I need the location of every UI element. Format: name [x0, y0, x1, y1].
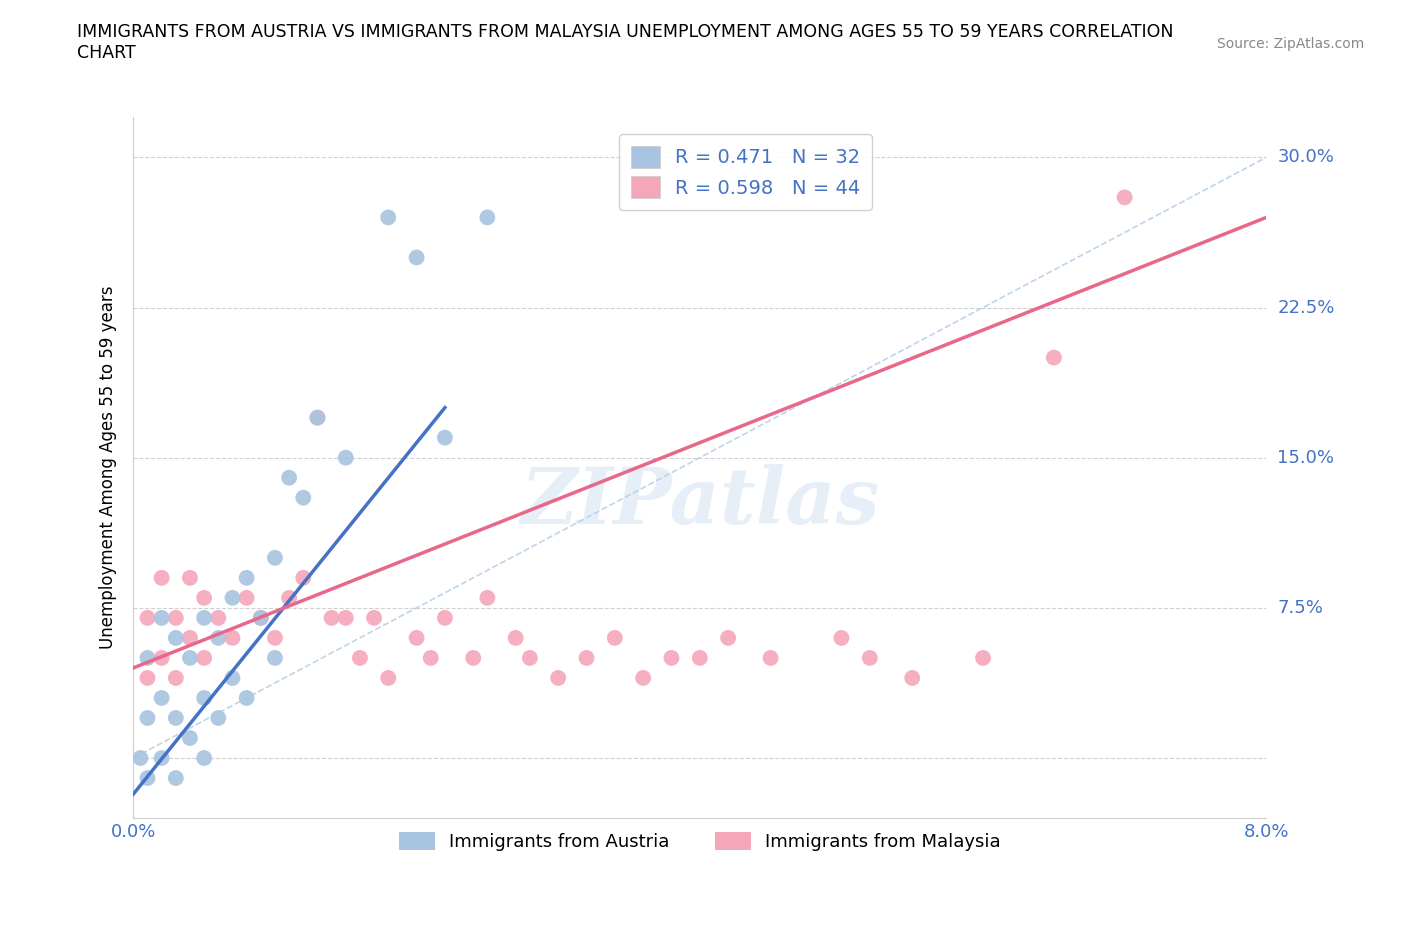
Point	[603, 631, 626, 645]
Point	[150, 690, 173, 705]
Point	[321, 610, 343, 625]
Point	[463, 650, 485, 665]
Point	[505, 631, 527, 645]
Text: IMMIGRANTS FROM AUSTRIA VS IMMIGRANTS FROM MALAYSIA UNEMPLOYMENT AMONG AGES 55 T: IMMIGRANTS FROM AUSTRIA VS IMMIGRANTS FR…	[77, 23, 1174, 62]
Point	[150, 610, 173, 625]
Point	[405, 631, 427, 645]
Point	[631, 671, 654, 685]
Point	[477, 591, 499, 605]
Point	[165, 610, 187, 625]
Point	[136, 650, 159, 665]
Point	[193, 751, 215, 765]
Point	[235, 570, 257, 585]
Point	[193, 591, 215, 605]
Point	[165, 671, 187, 685]
Point	[235, 591, 257, 605]
Point	[278, 471, 301, 485]
Point	[377, 671, 399, 685]
Point	[830, 631, 852, 645]
Point	[136, 771, 159, 786]
Point	[859, 650, 882, 665]
Point	[235, 690, 257, 705]
Point	[179, 570, 201, 585]
Point	[136, 711, 159, 725]
Point	[179, 731, 201, 746]
Point	[363, 610, 385, 625]
Point	[150, 570, 173, 585]
Point	[901, 671, 924, 685]
Point	[193, 650, 215, 665]
Point	[150, 650, 173, 665]
Point	[207, 610, 229, 625]
Point	[1043, 350, 1066, 365]
Point	[249, 610, 271, 625]
Point	[307, 410, 329, 425]
Point	[547, 671, 569, 685]
Point	[165, 711, 187, 725]
Point	[150, 751, 173, 765]
Point	[179, 631, 201, 645]
Point	[349, 650, 371, 665]
Point	[419, 650, 441, 665]
Point	[193, 610, 215, 625]
Point	[335, 450, 357, 465]
Point	[689, 650, 711, 665]
Point	[377, 210, 399, 225]
Point	[1114, 190, 1136, 205]
Point	[165, 631, 187, 645]
Point	[221, 591, 243, 605]
Text: ZIPatlas: ZIPatlas	[520, 464, 880, 541]
Point	[249, 610, 271, 625]
Point	[335, 610, 357, 625]
Point	[759, 650, 782, 665]
Point	[179, 650, 201, 665]
Point	[307, 410, 329, 425]
Point	[477, 210, 499, 225]
Point	[405, 250, 427, 265]
Point	[136, 671, 159, 685]
Point	[207, 711, 229, 725]
Text: Source: ZipAtlas.com: Source: ZipAtlas.com	[1216, 37, 1364, 51]
Point	[433, 610, 456, 625]
Point	[264, 631, 287, 645]
Point	[661, 650, 683, 665]
Text: 22.5%: 22.5%	[1278, 299, 1334, 316]
Point	[193, 690, 215, 705]
Point	[221, 671, 243, 685]
Text: 7.5%: 7.5%	[1278, 599, 1323, 617]
Point	[972, 650, 994, 665]
Y-axis label: Unemployment Among Ages 55 to 59 years: Unemployment Among Ages 55 to 59 years	[100, 286, 117, 649]
Point	[717, 631, 740, 645]
Point	[292, 570, 315, 585]
Point	[264, 551, 287, 565]
Point	[129, 751, 152, 765]
Text: 30.0%: 30.0%	[1278, 149, 1334, 166]
Point	[207, 631, 229, 645]
Point	[575, 650, 598, 665]
Point	[292, 490, 315, 505]
Point	[433, 431, 456, 445]
Point	[136, 610, 159, 625]
Legend: Immigrants from Austria, Immigrants from Malaysia: Immigrants from Austria, Immigrants from…	[391, 824, 1008, 858]
Point	[264, 650, 287, 665]
Point	[278, 591, 301, 605]
Point	[519, 650, 541, 665]
Text: 15.0%: 15.0%	[1278, 448, 1334, 467]
Point	[221, 631, 243, 645]
Point	[165, 771, 187, 786]
